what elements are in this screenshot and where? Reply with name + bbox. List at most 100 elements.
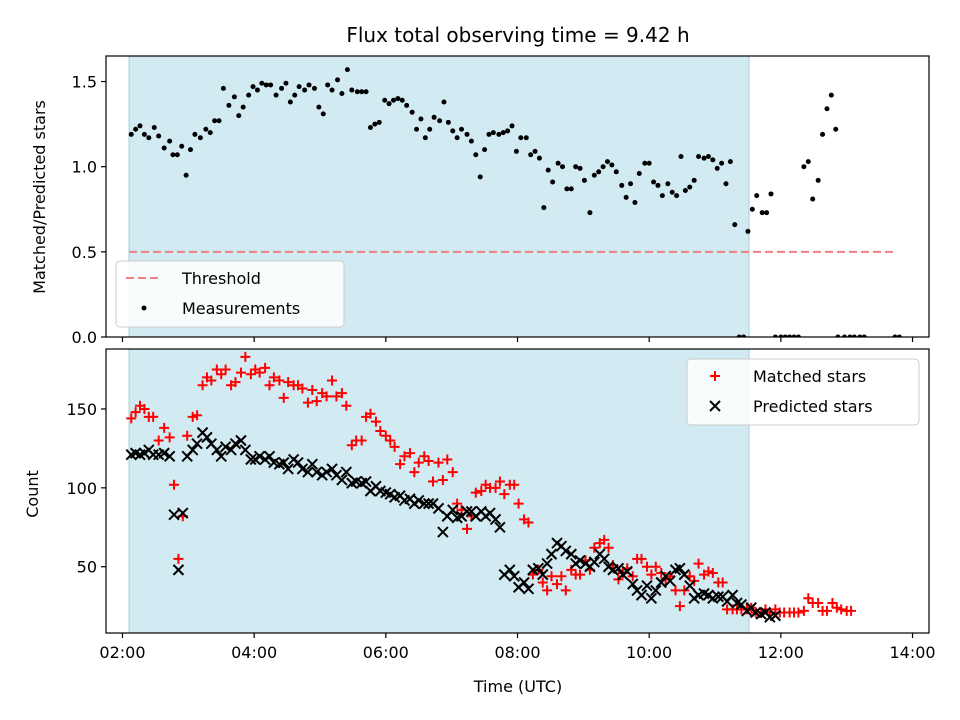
measurement-point: [220, 85, 226, 91]
measurement-point: [500, 130, 506, 136]
series-measurements: [128, 67, 902, 337]
predicted-star-point: [678, 568, 691, 581]
matched-star-point: [230, 377, 241, 388]
predicted-star-point: [253, 450, 266, 462]
measurement-point: [719, 160, 725, 166]
bottom-panel: 50 100 150 02:00 04:00 06:00 08:00 10:00 12:00 14…: [66, 348, 936, 662]
predicted-star-point: [598, 553, 610, 565]
measurement-point: [335, 77, 341, 83]
measurement-point: [727, 159, 733, 165]
matched-star-point: [211, 364, 222, 375]
matched-star-point: [670, 585, 681, 596]
measurement-point: [678, 153, 684, 159]
matched-star-point: [627, 571, 638, 582]
predicted-star-point: [574, 554, 586, 567]
predicted-star-point: [292, 456, 304, 469]
measurement-point: [395, 96, 401, 102]
measurement-point: [372, 121, 378, 127]
measurement-point: [496, 131, 502, 137]
y-tick-label: 150: [66, 400, 97, 419]
measurement-point: [207, 130, 213, 136]
matched-star-point: [546, 571, 557, 582]
measurement-point: [473, 152, 479, 158]
predicted-star-point: [413, 494, 425, 507]
x-tick-label: 14:00: [889, 643, 935, 662]
matched-star-point: [192, 410, 203, 421]
matched-star-point: [556, 571, 567, 582]
predicted-star-point: [664, 575, 676, 587]
x-tick-label: 08:00: [494, 643, 540, 662]
matched-star-point: [341, 400, 352, 411]
measurement-point: [528, 152, 534, 158]
matched-star-point: [399, 451, 410, 462]
matched-star-point: [278, 392, 289, 403]
predicted-star-point: [726, 589, 739, 601]
measurement-point: [141, 131, 147, 137]
measurement-point: [197, 135, 203, 141]
predicted-star-point: [245, 453, 257, 466]
measurement-point: [454, 135, 460, 141]
predicted-star-point: [177, 507, 189, 519]
measurement-point: [246, 92, 252, 98]
matched-star-point: [164, 432, 175, 443]
matched-star-point: [336, 388, 347, 399]
measurement-point: [705, 153, 711, 159]
measurement-point: [431, 114, 437, 120]
measurement-point: [250, 84, 256, 90]
measurement-point: [824, 106, 830, 112]
measurement-point: [509, 123, 515, 129]
measurement-point: [749, 206, 755, 212]
measurement-point: [604, 159, 610, 165]
predicted-star-point: [518, 576, 530, 589]
predicted-star-point: [565, 548, 577, 560]
measurement-point: [851, 334, 857, 337]
measurement-point: [772, 334, 778, 337]
measurement-point: [427, 126, 433, 132]
measurement-point: [450, 128, 456, 134]
measurement-point: [382, 97, 388, 103]
measurement-point: [399, 97, 405, 103]
matched-star-point: [220, 364, 231, 375]
measurement-point: [820, 131, 826, 137]
measurement-point: [842, 334, 848, 337]
measurement-point: [156, 133, 162, 139]
measurement-point: [896, 334, 902, 337]
measurement-point: [828, 92, 834, 98]
measurement-point: [701, 155, 707, 161]
matched-star-point: [646, 569, 657, 580]
matched-star-point: [385, 435, 396, 446]
matched-star-point: [499, 489, 510, 500]
y-tick-label: 0.5: [72, 243, 97, 262]
matched-star-point: [182, 430, 193, 441]
predicted-star-point: [650, 584, 662, 597]
predicted-star-point: [326, 463, 338, 475]
measurement-point: [359, 89, 365, 95]
matched-star-point: [159, 422, 170, 433]
matched-star-point: [560, 585, 571, 596]
matched-star-point: [462, 523, 473, 534]
measurement-point: [646, 160, 652, 166]
bottom-y-axis-label: Count: [23, 470, 42, 518]
measurement-point: [179, 143, 185, 149]
matched-star-point: [798, 605, 809, 616]
predicted-star-point: [504, 564, 516, 576]
measurement-point: [764, 210, 770, 216]
measurement-point: [187, 147, 193, 153]
predicted-star-point: [310, 466, 323, 478]
predicted-star-point: [211, 444, 223, 456]
measurement-point: [344, 67, 350, 73]
measurement-point: [296, 84, 302, 90]
matched-star-point: [311, 396, 322, 407]
measurement-point: [710, 157, 716, 163]
legend-key-measurements: [141, 305, 147, 311]
matched-star-point: [126, 413, 137, 424]
matched-star-point: [260, 362, 271, 373]
measurement-point: [536, 155, 542, 161]
measurement-point: [628, 181, 634, 187]
predicted-star-point: [168, 508, 180, 521]
measurement-point: [212, 118, 218, 124]
measurement-point: [665, 181, 671, 187]
predicted-star-point: [437, 526, 449, 538]
measurement-point: [587, 210, 593, 216]
predicted-star-point: [621, 565, 633, 578]
